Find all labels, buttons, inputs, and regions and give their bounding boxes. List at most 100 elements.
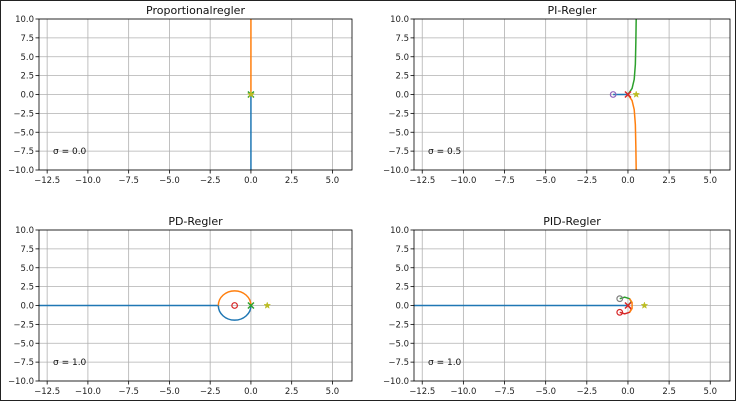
locus-branch <box>628 298 633 313</box>
x-tick-label: −5.0 <box>535 176 556 186</box>
x-tick-label: −7.5 <box>494 387 515 397</box>
sigma-marker <box>246 90 255 98</box>
zero-marker <box>616 295 624 303</box>
x-tick-label: 0.0 <box>621 176 635 186</box>
axes-frame <box>38 18 353 171</box>
subplot-2: −12.5 −10.0 −7.5 −5.0 −2.5 0.0 2.5 5.010.07.55.… <box>383 4 731 186</box>
x-tick-label: −7.5 <box>118 176 139 186</box>
sigma-annotation: σ = 0.0 <box>53 147 87 157</box>
axes-frame <box>413 229 731 382</box>
y-tick-label: 0.0 <box>395 91 409 101</box>
x-tick-label: −12.5 <box>409 176 435 186</box>
sigma-annotation: σ = 1.0 <box>428 358 462 368</box>
x-tick-label: −2.5 <box>576 176 597 186</box>
subplot-title: PID-Regler <box>543 215 601 228</box>
x-tick-label: −12.5 <box>34 176 60 186</box>
y-tick-label: −10.0 <box>383 166 409 176</box>
y-tick-label: −7.5 <box>388 147 409 157</box>
x-tick-label: −10.0 <box>450 176 476 186</box>
y-tick-label: 2.5 <box>395 283 409 293</box>
locus-branch <box>217 290 252 306</box>
x-tick-label: 0.0 <box>244 176 258 186</box>
x-tick-label: −5.0 <box>159 387 180 397</box>
y-tick-label: 5.0 <box>395 53 409 63</box>
y-tick-label: −2.5 <box>388 320 409 330</box>
x-tick-label: 2.5 <box>285 387 299 397</box>
y-tick-label: 2.5 <box>20 72 34 82</box>
y-tick-label: 7.5 <box>395 245 409 255</box>
pole-marker <box>624 90 632 99</box>
x-tick-label: −7.5 <box>494 176 515 186</box>
pole-marker <box>624 301 632 310</box>
subplot-title: PI-Regler <box>547 4 597 17</box>
y-tick-label: −7.5 <box>388 358 409 368</box>
x-tick-label: −10.0 <box>450 387 476 397</box>
y-tick-label: −7.5 <box>13 358 34 368</box>
sigma-marker <box>263 301 272 309</box>
y-tick-label: 10.0 <box>390 15 409 25</box>
x-tick-label: 0.0 <box>621 387 635 397</box>
locus-branch <box>627 19 637 95</box>
y-tick-label: −5.0 <box>13 128 34 138</box>
x-tick-label: −12.5 <box>409 387 435 397</box>
x-tick-label: −10.0 <box>75 176 101 186</box>
x-tick-label: −12.5 <box>34 387 60 397</box>
y-tick-label: 0.0 <box>20 302 34 312</box>
x-tick-label: 5.0 <box>703 176 717 186</box>
y-tick-label: 2.5 <box>20 283 34 293</box>
y-tick-label: 10.0 <box>15 226 34 236</box>
x-tick-label: −10.0 <box>75 387 101 397</box>
subplot-title: Proportionalregler <box>146 4 245 17</box>
axes-frame <box>38 229 353 382</box>
x-tick-label: 0.0 <box>244 387 258 397</box>
y-tick-label: 10.0 <box>15 15 34 25</box>
subplot-1: −12.5 −10.0 −7.5 −5.0 −2.5 0.0 2.5 5.010.07.55.… <box>8 4 353 186</box>
x-tick-label: 5.0 <box>326 387 340 397</box>
y-tick-label: −2.5 <box>388 109 409 119</box>
x-tick-label: −5.0 <box>159 176 180 186</box>
y-tick-label: −10.0 <box>8 377 34 387</box>
y-tick-label: 5.0 <box>20 53 34 63</box>
y-tick-label: −2.5 <box>13 109 34 119</box>
zero-marker <box>609 91 617 98</box>
y-tick-label: 7.5 <box>20 245 34 255</box>
subplot-3: −12.5 −10.0 −7.5 −5.0 −2.5 0.0 2.5 5.010.07.55.… <box>8 215 353 397</box>
y-tick-label: −5.0 <box>388 128 409 138</box>
subplot-title: PD-Regler <box>168 215 223 228</box>
zero-marker <box>231 302 239 309</box>
y-tick-label: 0.0 <box>20 91 34 101</box>
x-tick-label: −5.0 <box>535 387 556 397</box>
y-tick-label: 10.0 <box>390 226 409 236</box>
y-tick-label: 5.0 <box>395 264 409 274</box>
x-tick-label: −2.5 <box>200 387 221 397</box>
x-tick-label: −2.5 <box>576 387 597 397</box>
zero-marker <box>616 308 624 316</box>
pole-marker <box>247 301 255 310</box>
y-tick-label: −7.5 <box>13 147 34 157</box>
y-tick-label: 0.0 <box>395 302 409 312</box>
y-tick-label: −2.5 <box>13 320 34 330</box>
x-tick-label: 2.5 <box>662 387 676 397</box>
locus-branch <box>217 305 252 321</box>
y-tick-label: −5.0 <box>13 339 34 349</box>
y-tick-label: −5.0 <box>388 339 409 349</box>
sigma-marker <box>640 301 649 309</box>
y-tick-label: 7.5 <box>395 34 409 44</box>
y-tick-label: −10.0 <box>383 377 409 387</box>
x-tick-label: 5.0 <box>703 387 717 397</box>
locus-branch <box>627 94 637 170</box>
y-tick-label: 7.5 <box>20 34 34 44</box>
axes-frame <box>413 18 731 171</box>
sigma-marker <box>632 90 641 98</box>
x-tick-label: −2.5 <box>200 176 221 186</box>
y-tick-label: −10.0 <box>8 166 34 176</box>
x-tick-label: 5.0 <box>326 176 340 186</box>
x-tick-label: 2.5 <box>662 176 676 186</box>
x-tick-label: 2.5 <box>285 176 299 186</box>
subplot-4: −12.5 −10.0 −7.5 −5.0 −2.5 0.0 2.5 5.010.07.55.… <box>383 215 731 397</box>
y-tick-label: 2.5 <box>395 72 409 82</box>
y-tick-label: 5.0 <box>20 264 34 274</box>
sigma-annotation: σ = 0.5 <box>428 147 461 157</box>
